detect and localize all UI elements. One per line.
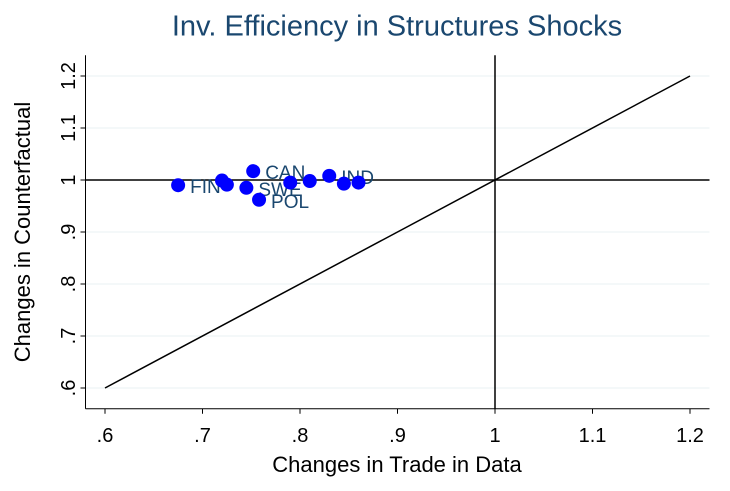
- y-tick-label: .7: [58, 328, 80, 345]
- point: [171, 178, 186, 193]
- y-tick-label: .6: [58, 380, 80, 397]
- y-tick-label: 1: [58, 174, 80, 185]
- point: [252, 192, 267, 207]
- point: [239, 180, 254, 195]
- y-tick-label: .8: [58, 276, 80, 293]
- x-tick-label: .9: [389, 425, 406, 447]
- x-axis-title: Changes in Trade in Data: [272, 452, 522, 477]
- point: [246, 164, 261, 179]
- x-tick-label: 1.2: [676, 425, 704, 447]
- point: [219, 177, 234, 192]
- x-tick-label: 1: [489, 425, 500, 447]
- x-tick-label: 1.1: [579, 425, 607, 447]
- point: [283, 175, 298, 190]
- point: [322, 168, 337, 183]
- point: [336, 176, 351, 191]
- x-tick-label: .7: [194, 425, 211, 447]
- y-tick-label: .9: [58, 224, 80, 241]
- x-tick-label: .6: [97, 425, 114, 447]
- y-tick-label: 1.2: [58, 62, 80, 90]
- point-label: POL: [271, 192, 309, 213]
- chart-title: Inv. Efficiency in Structures Shocks: [172, 11, 622, 43]
- diagonal-line: [104, 75, 691, 389]
- point: [351, 175, 366, 190]
- y-tick-label: 1.1: [58, 114, 80, 142]
- y-axis-title: Changes in Counterfactual: [10, 102, 35, 363]
- x-tick-label: .8: [292, 425, 309, 447]
- point-label: FIN: [190, 177, 221, 198]
- point: [302, 174, 317, 189]
